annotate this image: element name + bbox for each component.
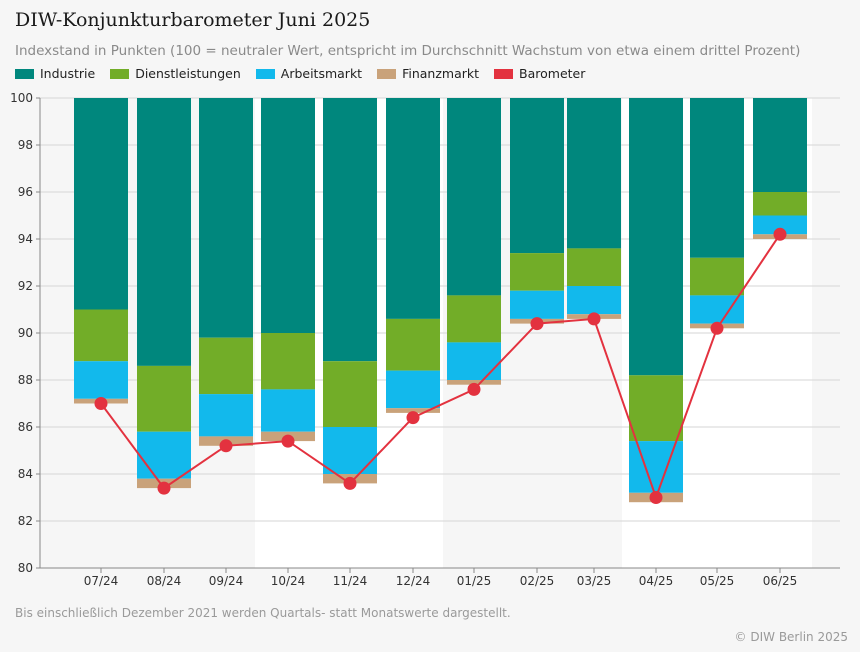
barometer-point-07-24[interactable] [94, 397, 108, 410]
bar-industrie-10-24[interactable] [261, 98, 315, 333]
x-tick-label: 04/25 [639, 574, 674, 588]
x-tick-label: 08/24 [147, 574, 182, 588]
bar-industrie-05-25[interactable] [690, 98, 744, 258]
bar-dienstleistungen-11-24[interactable] [323, 361, 377, 427]
x-tick-label: 02/25 [520, 574, 555, 588]
y-tick-label: 92 [18, 279, 33, 293]
x-tick-label: 01/25 [457, 574, 492, 588]
bar-arbeitsmarkt-02-25[interactable] [510, 290, 564, 319]
legend-label-arbeitsmarkt: Arbeitsmarkt [280, 66, 363, 81]
legend-item-dienstleistungen[interactable]: Dienstleistungen [110, 66, 241, 81]
barometer-line [94, 227, 787, 504]
x-tick-label: 11/24 [333, 574, 368, 588]
bar-arbeitsmarkt-08-24[interactable] [137, 431, 191, 479]
chart-title: DIW-Konjunkturbarometer Juni 2025 [15, 9, 371, 31]
y-tick-label: 96 [18, 185, 33, 199]
bar-dienstleistungen-10-24[interactable] [261, 333, 315, 390]
y-tick-label: 94 [18, 232, 33, 246]
bar-finanzmarkt-01-25[interactable] [447, 380, 501, 385]
barometer-point-06-25[interactable] [773, 227, 787, 241]
bar-arbeitsmarkt-07-24[interactable] [74, 361, 128, 399]
legend-swatch-industrie [15, 68, 34, 79]
y-tick-label: 84 [18, 467, 33, 481]
barometer-point-01-25[interactable] [467, 382, 481, 396]
bar-dienstleistungen-05-25[interactable] [690, 257, 744, 296]
y-tick-label: 98 [18, 138, 33, 152]
bar-industrie-08-24[interactable] [137, 98, 191, 366]
x-tick-label: 10/24 [271, 574, 306, 588]
bar-arbeitsmarkt-09-24[interactable] [199, 394, 253, 437]
bars [74, 98, 807, 503]
x-tick-label: 05/25 [700, 574, 735, 588]
barometer-point-12-24[interactable] [406, 411, 420, 425]
bar-dienstleistungen-02-25[interactable] [510, 253, 564, 291]
bar-industrie-03-25[interactable] [567, 98, 621, 249]
chart-subtitle: Indexstand in Punkten (100 = neutraler W… [15, 43, 801, 59]
bar-arbeitsmarkt-04-25[interactable] [629, 441, 683, 493]
copyright: © DIW Berlin 2025 [734, 630, 848, 644]
legend-item-barometer[interactable]: Barometer [494, 66, 585, 81]
bar-industrie-02-25[interactable] [510, 98, 564, 254]
barometer-point-08-24[interactable] [157, 481, 171, 495]
bar-arbeitsmarkt-12-24[interactable] [386, 370, 440, 409]
bar-dienstleistungen-04-25[interactable] [629, 375, 683, 442]
bar-industrie-11-24[interactable] [323, 98, 377, 362]
x-tick-label: 06/25 [763, 574, 798, 588]
bar-industrie-12-24[interactable] [386, 98, 440, 319]
bar-finanzmarkt-12-24[interactable] [386, 408, 440, 413]
bar-dienstleistungen-12-24[interactable] [386, 318, 440, 371]
barometer-point-05-25[interactable] [710, 321, 724, 335]
y-tick-label: 82 [18, 514, 33, 528]
bar-dienstleistungen-06-25[interactable] [753, 192, 807, 216]
y-tick-label: 100 [10, 91, 33, 105]
x-tick-label: 09/24 [209, 574, 244, 588]
bar-arbeitsmarkt-10-24[interactable] [261, 389, 315, 432]
x-tick-label: 03/25 [577, 574, 612, 588]
legend-swatch-finanzmarkt [377, 68, 397, 79]
barometer-point-02-25[interactable] [530, 317, 544, 331]
legend: Industrie Dienstleistungen Arbeitsmarkt … [15, 66, 600, 81]
legend-swatch-barometer [494, 68, 514, 79]
barometer-point-03-25[interactable] [587, 312, 601, 326]
legend-item-finanzmarkt[interactable]: Finanzmarkt [377, 66, 479, 81]
barometer-point-04-25[interactable] [649, 491, 663, 504]
x-tick-label: 12/24 [396, 574, 431, 588]
y-tick-label: 88 [18, 373, 33, 387]
barometer-point-10-24[interactable] [281, 434, 295, 448]
bar-dienstleistungen-03-25[interactable] [567, 248, 621, 286]
legend-swatch-dienstleistungen [110, 68, 130, 79]
bar-arbeitsmarkt-03-25[interactable] [567, 286, 621, 315]
bar-dienstleistungen-08-24[interactable] [137, 365, 191, 432]
legend-label-barometer: Barometer [519, 66, 586, 81]
barometer-line-path [100, 233, 781, 501]
legend-label-dienstleistungen: Dienstleistungen [135, 66, 241, 81]
legend-label-finanzmarkt: Finanzmarkt [402, 66, 480, 81]
bar-industrie-07-24[interactable] [74, 98, 128, 310]
axes: 80 82 84 86 88 90 92 94 96 98 100 07/24 08/24 09/24 10… [10, 91, 840, 588]
bar-industrie-01-25[interactable] [447, 98, 501, 296]
legend-item-industrie[interactable]: Industrie [15, 66, 95, 81]
bar-arbeitsmarkt-01-25[interactable] [447, 342, 501, 380]
bar-industrie-06-25[interactable] [753, 98, 807, 192]
legend-label-industrie: Industrie [40, 66, 96, 81]
barometer-point-09-24[interactable] [219, 439, 233, 453]
bar-dienstleistungen-01-25[interactable] [447, 295, 501, 343]
y-tick-label: 86 [18, 420, 33, 434]
bar-arbeitsmarkt-11-24[interactable] [323, 427, 377, 474]
bar-dienstleistungen-07-24[interactable] [74, 309, 128, 362]
barometer-point-11-24[interactable] [343, 476, 357, 490]
y-tick-label: 90 [18, 326, 33, 340]
bar-dienstleistungen-09-24[interactable] [199, 337, 253, 395]
bar-industrie-09-24[interactable] [199, 98, 253, 338]
legend-item-arbeitsmarkt[interactable]: Arbeitsmarkt [255, 66, 363, 81]
bar-industrie-04-25[interactable] [629, 98, 683, 376]
bar-arbeitsmarkt-06-25[interactable] [753, 215, 807, 235]
footnote: Bis einschließlich Dezember 2021 werden … [15, 606, 511, 620]
x-tick-label: 07/24 [84, 574, 119, 588]
y-tick-label: 80 [18, 561, 33, 575]
legend-swatch-arbeitsmarkt [255, 68, 275, 79]
